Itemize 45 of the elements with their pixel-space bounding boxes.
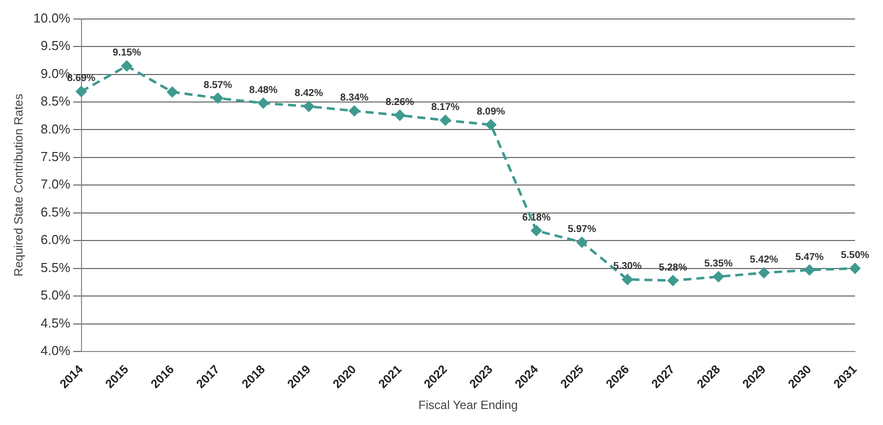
point [394,110,406,121]
data-label: 5.50% [840,250,870,262]
point [122,60,132,72]
y-tick-label: 9.5% [40,38,71,54]
data-label: 8.17% [431,102,460,114]
y-tick-label: 6.5% [40,204,71,220]
data-label: 5.97% [568,224,596,236]
point [576,237,588,248]
data-label: 8.09% [476,106,506,118]
y-tick-label: 7.5% [40,149,71,164]
data-label: 8.48% [249,84,278,96]
y-tick-label: 4.0% [40,343,71,358]
y-tick-label: 5.5% [40,260,71,275]
data-label: 9.15% [112,48,142,59]
point [349,106,360,116]
y-tick-label: 6.0% [40,232,71,248]
y-tick-label: 10.0% [33,10,71,26]
y-tick-label: 5.0% [40,288,71,303]
point [850,263,860,274]
point [531,225,542,236]
point [440,115,451,126]
y-axis-title: Required State Contribution Rates [12,94,26,277]
y-tick-label: 4.5% [40,315,71,330]
data-label: 8.34% [340,92,369,104]
point [486,119,496,130]
data-label: 8.57% [204,80,232,91]
point [622,274,633,285]
data-label: 5.35% [704,258,733,270]
data-label: 5.47% [795,252,824,263]
data-label: 5.42% [750,254,778,266]
point [76,86,87,97]
data-label: 6.18% [522,212,551,224]
x-axis-title: Fiscal Year Ending [418,398,518,412]
point [713,271,724,282]
point [212,92,224,104]
point [668,275,678,286]
point [804,264,815,276]
data-label: 8.42% [294,88,324,100]
point [258,98,269,108]
point [167,86,178,98]
y-tick-label: 8.0% [40,121,71,136]
point [758,268,770,278]
y-tick-label: 7.0% [40,176,71,192]
y-tick-label: 8.5% [40,94,71,109]
point [304,101,314,112]
